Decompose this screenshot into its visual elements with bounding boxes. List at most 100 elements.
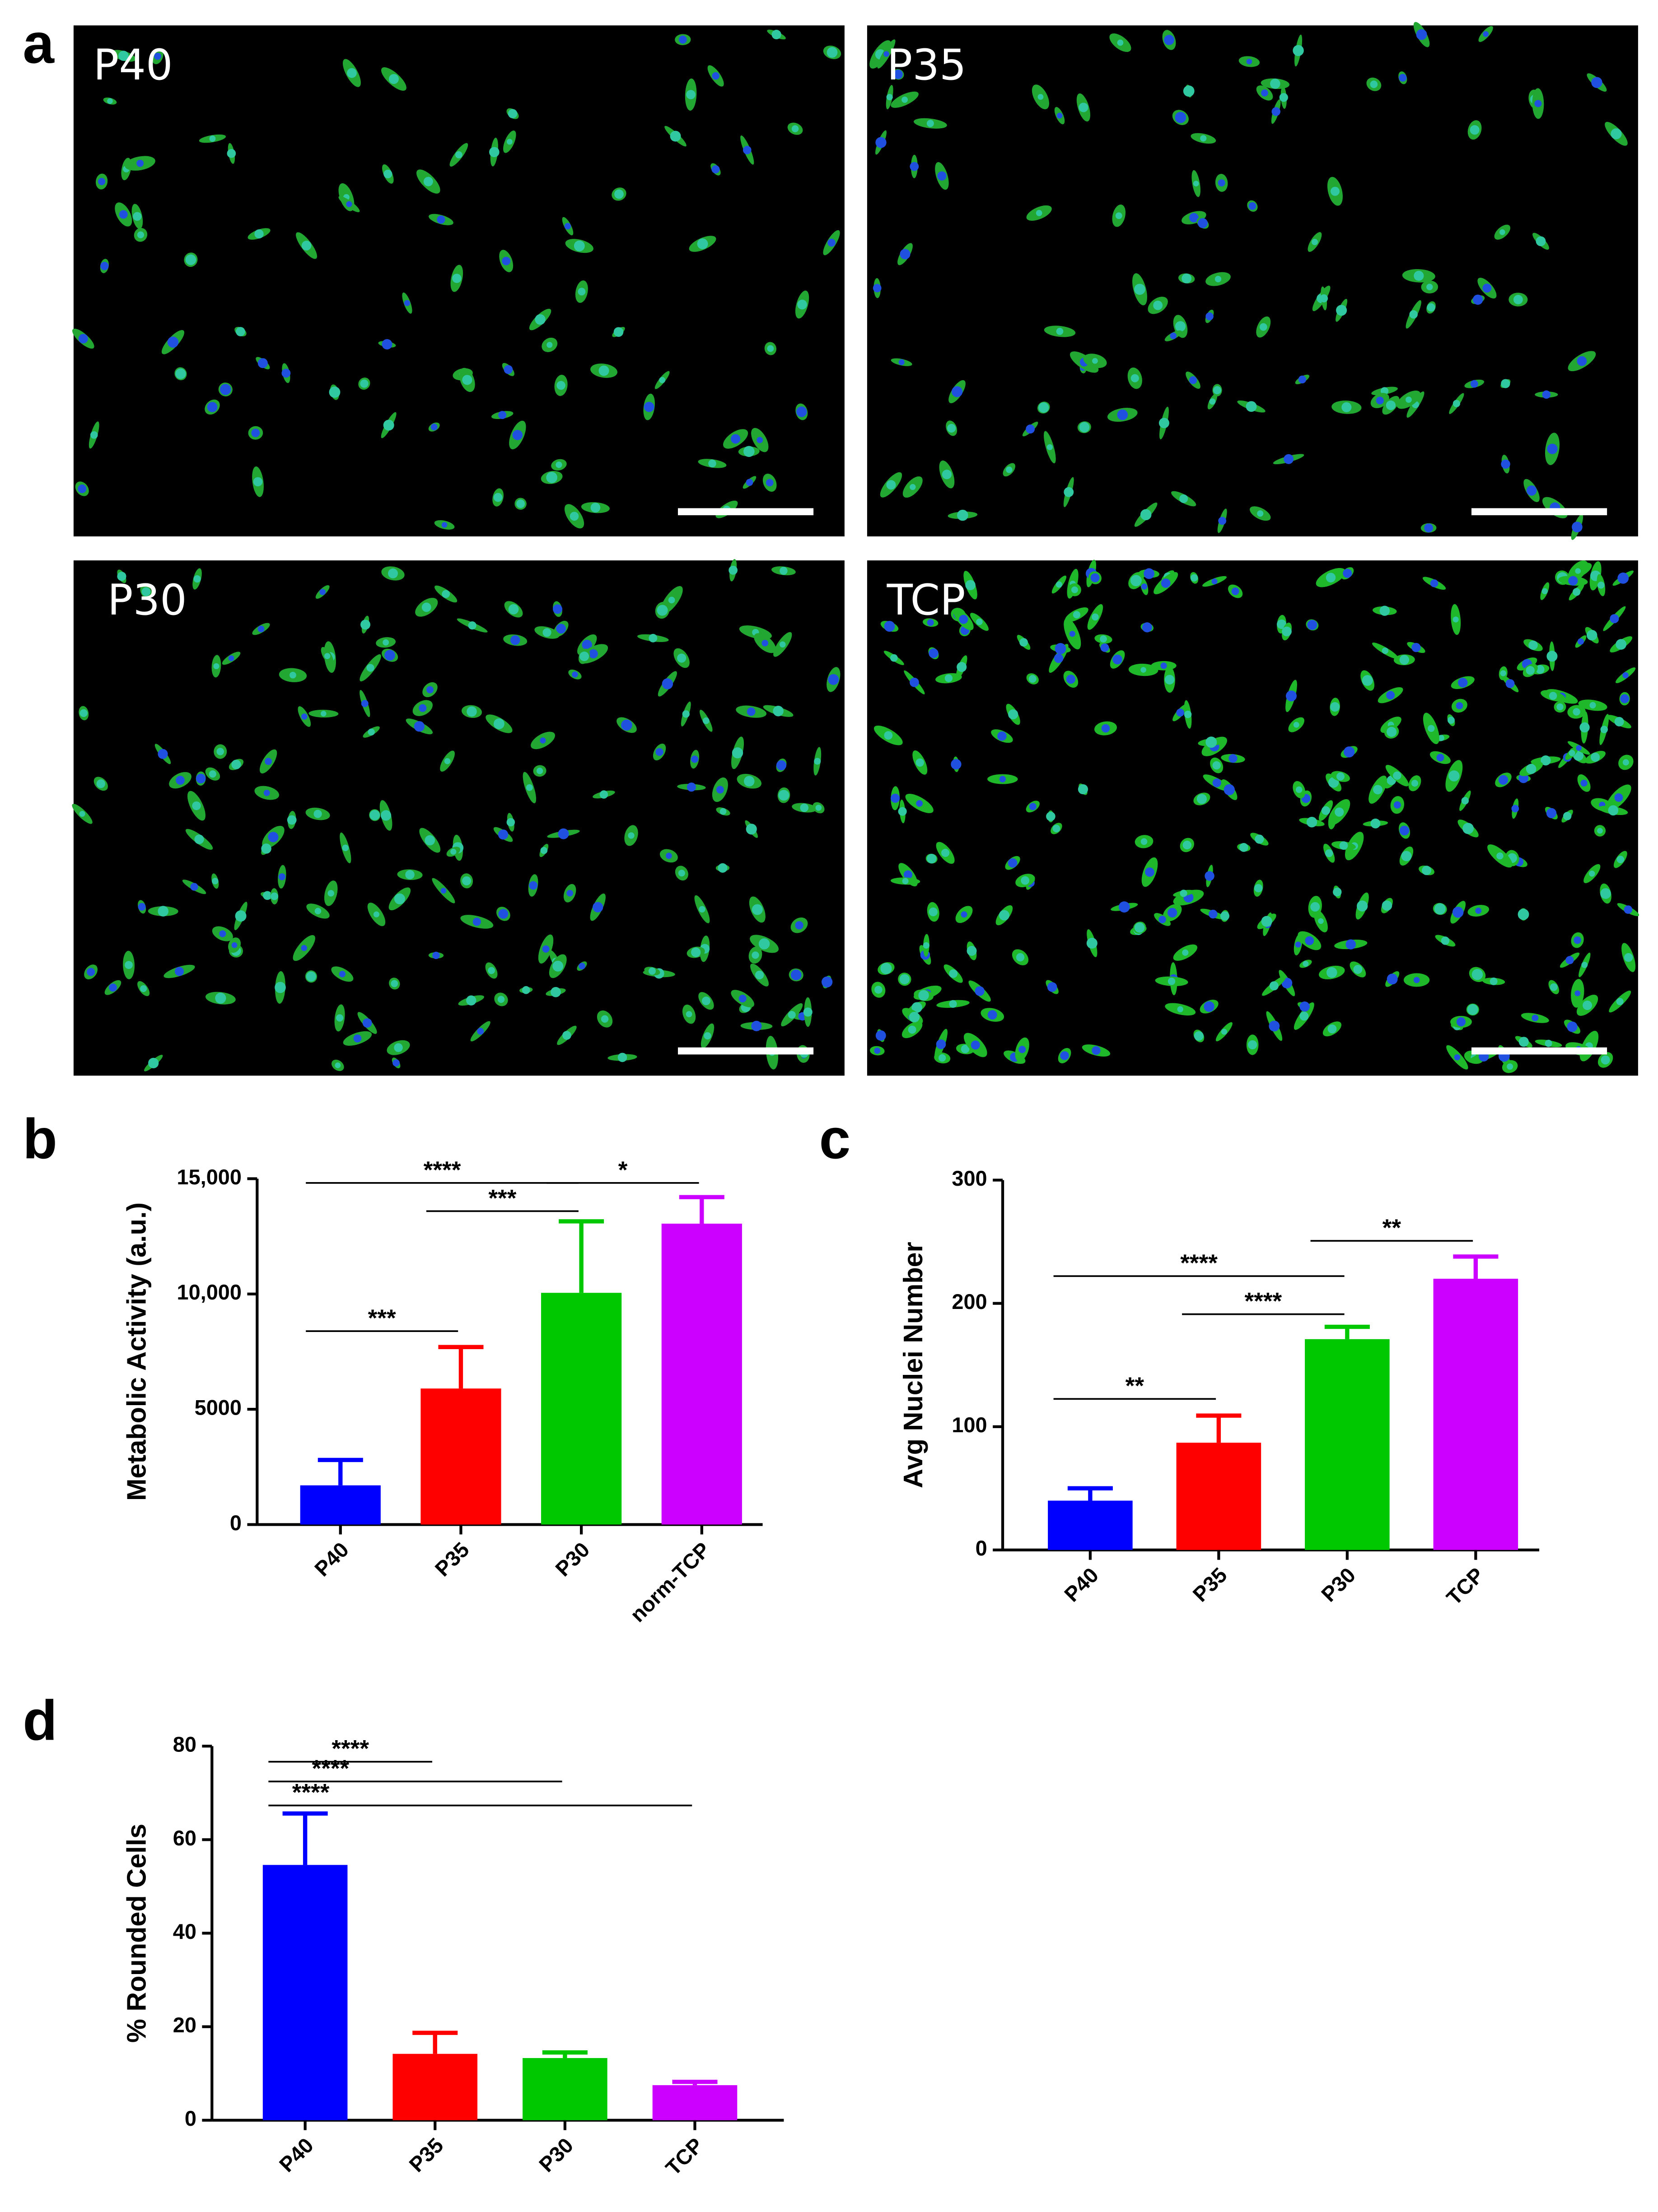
panel-label: b: [23, 1108, 57, 1170]
cell-nucleus: [261, 843, 271, 854]
cell-nucleus: [220, 384, 231, 395]
cell-nucleus: [1624, 905, 1633, 914]
cell-nucleus: [1428, 725, 1435, 732]
cell-nucleus: [686, 1011, 692, 1018]
cell-nucleus: [1006, 466, 1013, 473]
image-label: P35: [887, 41, 967, 90]
cell-nucleus: [666, 852, 672, 859]
cell-nucleus: [216, 748, 224, 755]
cell-nucleus: [1055, 643, 1066, 654]
cell-nucleus: [380, 810, 392, 821]
cell-nucleus: [891, 793, 900, 803]
bar-chart: 0 100 200 300 Avg Nuclei Number P40 P35 P30 TCP *…: [898, 1167, 1540, 1610]
cell-nucleus: [1176, 708, 1184, 717]
cell-nucleus: [1092, 358, 1098, 364]
cell-nucleus: [929, 907, 938, 917]
cell-nucleus: [1117, 409, 1128, 420]
cell-nucleus: [1271, 107, 1280, 116]
cell-nucleus: [1370, 80, 1378, 88]
cell-nucleus: [384, 650, 395, 661]
cell-nucleus: [388, 568, 398, 578]
cell-nucleus: [1336, 772, 1345, 781]
cell-nucleus: [649, 633, 658, 643]
cell-nucleus: [1016, 953, 1025, 962]
cell-nucleus: [138, 903, 146, 911]
cell-nucleus: [1130, 575, 1142, 587]
cell-nucleus: [1572, 588, 1581, 596]
cell-nucleus: [472, 917, 481, 926]
cell-nucleus: [1286, 690, 1297, 702]
cell-nucleus: [498, 829, 509, 840]
cell-nucleus: [755, 970, 764, 980]
cell-nucleus: [1616, 998, 1624, 1006]
cell-nucleus: [1454, 1054, 1461, 1061]
cell-nucleus: [1078, 784, 1088, 795]
cell-nucleus: [1565, 956, 1574, 964]
cell-nucleus: [578, 288, 586, 296]
cell-nucleus: [1589, 702, 1596, 709]
y-axis-label: Avg Nuclei Number: [898, 1242, 928, 1488]
cell-nucleus: [423, 177, 433, 186]
cell-nucleus: [1536, 665, 1545, 674]
cell-nucleus: [498, 909, 509, 919]
cell-nucleus: [1037, 94, 1044, 100]
cell-nucleus: [1029, 803, 1037, 810]
cell-nucleus: [967, 945, 977, 956]
cell-nucleus: [910, 484, 916, 490]
cell-nucleus: [942, 470, 952, 480]
cell-nucleus: [1549, 692, 1557, 700]
cell-nucleus: [655, 748, 663, 756]
cell-nucleus: [1583, 1001, 1593, 1010]
cell-nucleus: [324, 653, 331, 659]
cell-nucleus: [510, 635, 520, 645]
cell-nucleus: [1616, 639, 1627, 650]
cell-nucleus: [489, 147, 500, 158]
cell-nucleus: [1589, 871, 1595, 877]
cell-nucleus: [579, 963, 585, 970]
cell-nucleus: [1501, 379, 1510, 388]
x-tick-label: TCP: [1442, 1563, 1489, 1610]
cell-nucleus: [773, 705, 784, 717]
cell-nucleus: [542, 945, 550, 953]
cell-nucleus: [771, 29, 781, 40]
cell-nucleus: [901, 96, 908, 103]
cell-nucleus: [1175, 321, 1186, 332]
cell-nucleus: [1601, 1055, 1610, 1065]
cell-nucleus: [211, 878, 219, 885]
y-tick-label: 200: [952, 1290, 987, 1313]
cell-nucleus: [452, 274, 462, 283]
cell-nucleus: [1617, 573, 1629, 584]
cell-nucleus: [779, 641, 786, 648]
cell-nucleus: [1060, 1051, 1069, 1060]
cell-nucleus: [209, 135, 216, 142]
cell-nucleus: [1620, 694, 1630, 703]
cell-nucleus: [1182, 949, 1189, 956]
cell-nucleus: [1221, 1029, 1227, 1035]
scale-bar: [677, 508, 814, 516]
cell-nucleus: [758, 938, 770, 950]
cell-nucleus: [1498, 775, 1509, 785]
cell-nucleus: [1453, 400, 1461, 407]
cell-nucleus: [1239, 843, 1248, 852]
x-tick-label: P35: [405, 2133, 448, 2177]
cell-nucleus: [1611, 128, 1622, 140]
cell-nucleus: [1205, 871, 1214, 881]
cell-nucleus: [1399, 74, 1407, 82]
cell-nucleus: [1170, 332, 1177, 340]
cell-nucleus: [570, 512, 579, 521]
cell-nucleus: [1545, 1039, 1552, 1047]
cell-nucleus: [1436, 754, 1444, 762]
x-tick-label: P30: [534, 2133, 578, 2177]
cell-nucleus: [670, 130, 681, 142]
cell-nucleus: [965, 580, 976, 591]
cell-nucleus: [1526, 764, 1537, 774]
cell-nucleus: [441, 522, 448, 528]
scale-bar: [677, 1047, 814, 1055]
cell-nucleus: [927, 619, 934, 626]
cell-nucleus: [898, 359, 905, 365]
cell-nucleus: [1261, 916, 1272, 927]
cell-nucleus: [1277, 619, 1287, 629]
cell-nucleus: [516, 499, 525, 508]
cell-nucleus: [1470, 125, 1480, 135]
